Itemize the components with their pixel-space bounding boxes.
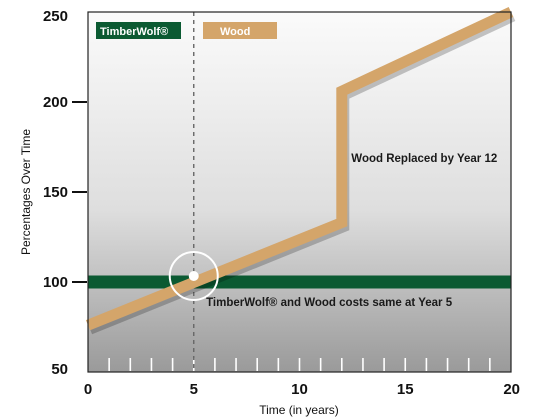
series-line-wood [85,7,514,331]
highlight-ring [168,251,219,301]
y-tick-label: 200 [43,94,68,111]
x-axis-title: Time (in years) [259,403,339,417]
plot-border [87,11,512,373]
highlight-group [168,251,219,301]
x-tick-label: 5 [190,381,198,398]
plot-background [88,12,511,372]
legend-swatch-timberwolf [96,22,181,39]
highlight-point [188,271,199,281]
y-tick-label: 100 [43,274,68,291]
tick-marks [108,358,491,371]
x-axis: 0 5 10 15 20 Time (in years) [84,381,520,417]
legend-swatch-wood [203,22,277,39]
annotation-costs-same: TimberWolf® and Wood costs same at Year … [206,297,453,309]
y-axis-title: Percentages Over Time [19,129,33,255]
y-tick-label: 150 [43,184,68,201]
x-tick-label: 20 [503,381,520,398]
x-tick-label: 10 [291,381,308,398]
legend-label-wood: Wood [220,26,250,38]
y-axis: 50 100 150 200 250 Percentages Over Time [19,8,87,378]
legend: TimberWolf® Wood [96,22,277,39]
annotations: Wood Replaced by Year 12 TimberWolf® and… [206,153,497,309]
legend-label-timberwolf: TimberWolf® [100,26,168,38]
annotation-wood-replaced: Wood Replaced by Year 12 [351,153,497,165]
x-tick-label: 15 [397,381,414,398]
y-tick-label: 250 [43,8,68,25]
x-tick-label: 0 [84,381,92,398]
y-tick-label: 50 [51,361,68,378]
